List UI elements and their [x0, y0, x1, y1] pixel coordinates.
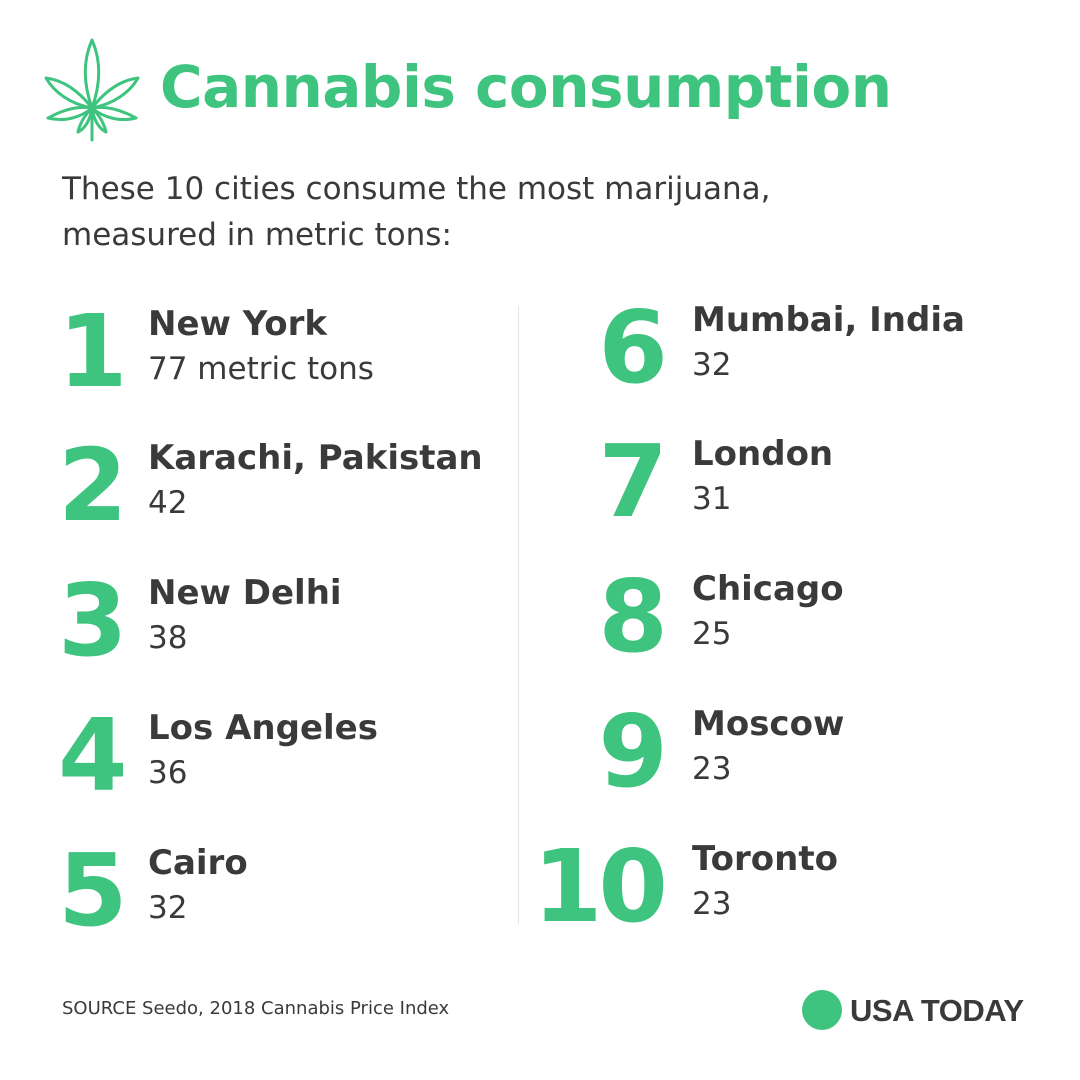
consumption-value: 36 — [148, 755, 188, 791]
column-divider — [518, 306, 519, 924]
rank-number: 5 — [58, 832, 128, 949]
rank-number: 1 — [58, 293, 128, 410]
subtitle: These 10 cities consume the most marijua… — [62, 166, 962, 258]
subtitle-line-1: These 10 cities consume the most marijua… — [62, 171, 771, 207]
consumption-value: 25 — [692, 616, 732, 652]
consumption-value: 32 — [148, 890, 188, 926]
city-name: Los Angeles — [148, 708, 378, 748]
consumption-value: 42 — [148, 485, 188, 521]
city-name: Karachi, Pakistan — [148, 438, 483, 478]
rank-number: 3 — [58, 562, 128, 679]
rank-number: 10 — [532, 828, 668, 945]
city-name: Cairo — [148, 843, 248, 883]
city-name: Mumbai, India — [692, 300, 965, 340]
rank-number: 9 — [598, 693, 668, 810]
source-note: SOURCE Seedo, 2018 Cannabis Price Index — [62, 998, 450, 1019]
subtitle-line-2: measured in metric tons: — [62, 217, 452, 253]
rank-number: 8 — [598, 558, 668, 675]
brand-name: USA TODAY — [850, 993, 1024, 1028]
city-name: Chicago — [692, 569, 844, 609]
city-name: London — [692, 434, 834, 474]
city-name: Toronto — [692, 839, 838, 879]
rank-number: 6 — [598, 289, 668, 406]
city-name: Moscow — [692, 704, 845, 744]
consumption-value: 23 — [692, 886, 732, 922]
consumption-value: 23 — [692, 751, 732, 787]
rank-number: 7 — [598, 423, 668, 540]
city-name: New York — [148, 304, 327, 344]
green-circle-icon — [802, 990, 842, 1030]
consumption-value: 38 — [148, 620, 188, 656]
page-title: Cannabis consumption — [160, 53, 892, 121]
rank-number: 2 — [58, 427, 128, 544]
cannabis-leaf-icon — [44, 38, 140, 142]
rank-number: 4 — [58, 697, 128, 814]
consumption-value: 31 — [692, 481, 732, 517]
city-name: New Delhi — [148, 573, 342, 613]
consumption-value: 32 — [692, 347, 732, 383]
consumption-value: 77 metric tons — [148, 351, 374, 387]
